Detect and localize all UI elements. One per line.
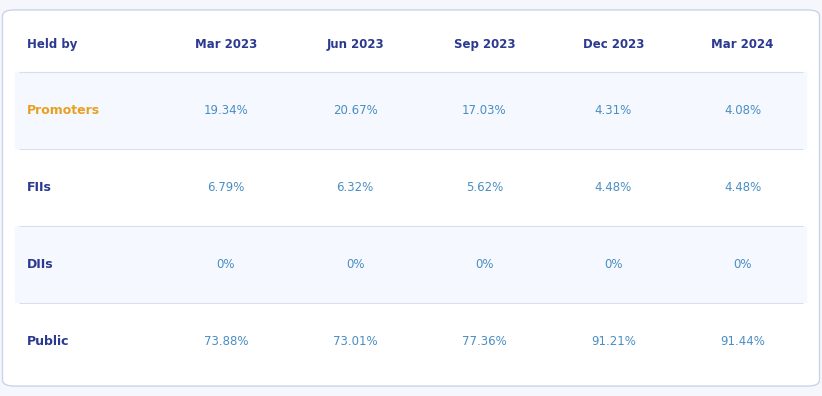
Text: Sep 2023: Sep 2023	[454, 38, 515, 51]
Text: 91.21%: 91.21%	[591, 335, 636, 348]
Text: 4.31%: 4.31%	[595, 104, 632, 117]
Text: Mar 2024: Mar 2024	[711, 38, 774, 51]
Text: 6.32%: 6.32%	[336, 181, 374, 194]
Text: 0%: 0%	[733, 258, 752, 271]
Text: Public: Public	[27, 335, 70, 348]
Text: Promoters: Promoters	[27, 104, 100, 117]
Text: 4.08%: 4.08%	[724, 104, 761, 117]
Text: 6.79%: 6.79%	[207, 181, 245, 194]
Text: 0%: 0%	[346, 258, 364, 271]
Text: 91.44%: 91.44%	[720, 335, 765, 348]
Text: 0%: 0%	[217, 258, 235, 271]
Text: Dec 2023: Dec 2023	[583, 38, 644, 51]
Text: 17.03%: 17.03%	[462, 104, 506, 117]
Text: 4.48%: 4.48%	[724, 181, 761, 194]
Text: FIIs: FIIs	[27, 181, 52, 194]
FancyBboxPatch shape	[15, 72, 807, 149]
Text: 0%: 0%	[604, 258, 623, 271]
FancyBboxPatch shape	[15, 226, 807, 303]
Text: 19.34%: 19.34%	[204, 104, 248, 117]
Text: 4.48%: 4.48%	[595, 181, 632, 194]
Text: 73.88%: 73.88%	[204, 335, 248, 348]
Text: 5.62%: 5.62%	[466, 181, 503, 194]
Text: 77.36%: 77.36%	[462, 335, 506, 348]
Text: Mar 2023: Mar 2023	[195, 38, 257, 51]
Text: 73.01%: 73.01%	[333, 335, 377, 348]
Text: DIIs: DIIs	[27, 258, 53, 271]
Text: 20.67%: 20.67%	[333, 104, 377, 117]
Text: 0%: 0%	[475, 258, 493, 271]
Text: Jun 2023: Jun 2023	[326, 38, 384, 51]
Text: Held by: Held by	[27, 38, 77, 51]
FancyBboxPatch shape	[2, 10, 820, 386]
